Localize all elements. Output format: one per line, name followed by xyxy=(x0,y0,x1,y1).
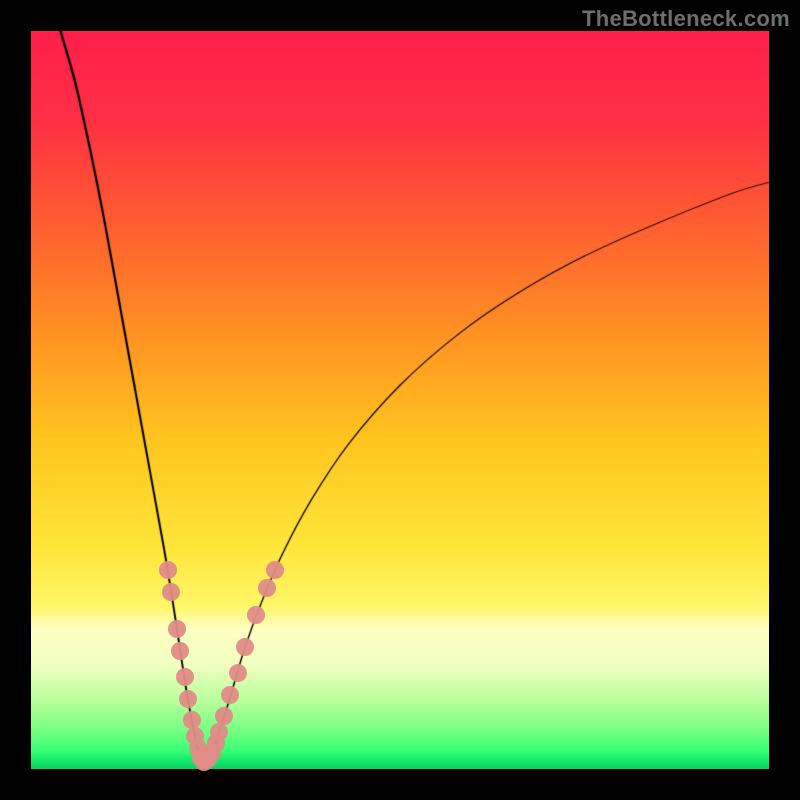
plot-area xyxy=(31,31,769,769)
chart-stage: TheBottleneck.com xyxy=(0,0,800,800)
bottleneck-curve xyxy=(31,31,769,769)
watermark-text: TheBottleneck.com xyxy=(582,6,790,32)
